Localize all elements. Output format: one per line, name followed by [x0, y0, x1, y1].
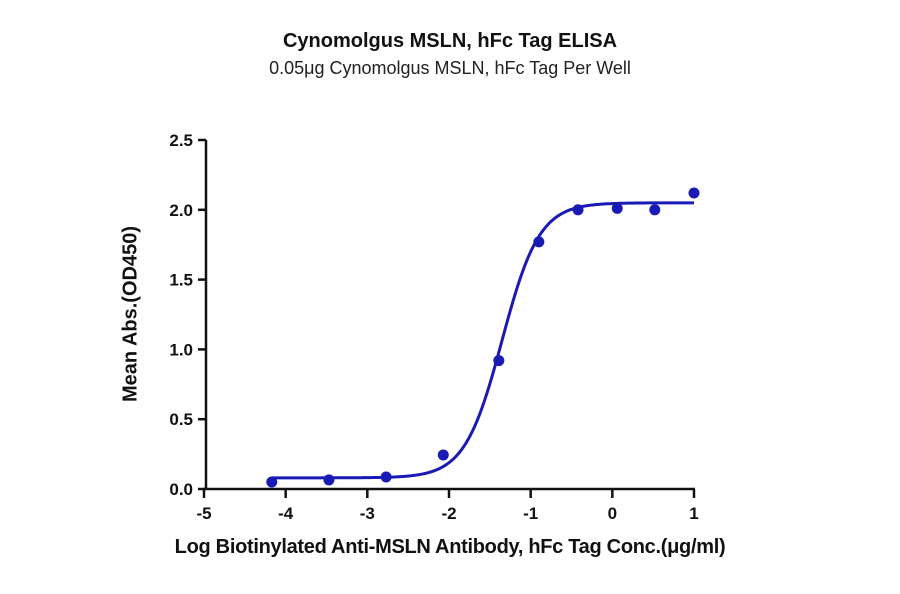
- y-tick-label: 0.0: [169, 480, 193, 499]
- data-point: [688, 187, 700, 199]
- x-axis-label: Log Biotinylated Anti-MSLN Antibody, hFc…: [174, 536, 726, 558]
- y-tick-label: 1.0: [169, 340, 193, 359]
- data-point: [437, 449, 449, 461]
- x-tick-label: -5: [196, 504, 211, 523]
- data-point: [533, 236, 545, 248]
- x-tick-label: -4: [278, 504, 294, 523]
- x-tick-label: -1: [523, 504, 538, 523]
- x-tick-label: 0: [608, 504, 617, 523]
- x-tick-label: 1: [689, 504, 698, 523]
- chart-subtitle: 0.05μg Cynomolgus MSLN, hFc Tag Per Well: [269, 58, 631, 78]
- data-point: [611, 202, 623, 214]
- y-tick-label: 1.5: [169, 271, 193, 290]
- x-tick-label: -3: [360, 504, 375, 523]
- data-point: [323, 474, 335, 486]
- y-tick-label: 2.0: [169, 201, 193, 220]
- x-tick-label: -2: [441, 504, 456, 523]
- fit-curve: [271, 201, 694, 480]
- axes: 0.0 0.5 1.0 1.5 2.0 2.5 -5 -4 -3 -2 -1 0 1: [169, 131, 698, 523]
- y-tick-label: 0.5: [169, 410, 193, 429]
- data-point: [380, 471, 392, 483]
- data-point: [493, 355, 505, 367]
- y-tick-label: 2.5: [169, 131, 193, 150]
- data-point: [649, 204, 661, 216]
- data-points: [266, 187, 700, 488]
- data-point: [266, 476, 278, 488]
- data-point: [572, 204, 584, 216]
- chart-title: Cynomolgus MSLN, hFc Tag ELISA: [282, 30, 618, 52]
